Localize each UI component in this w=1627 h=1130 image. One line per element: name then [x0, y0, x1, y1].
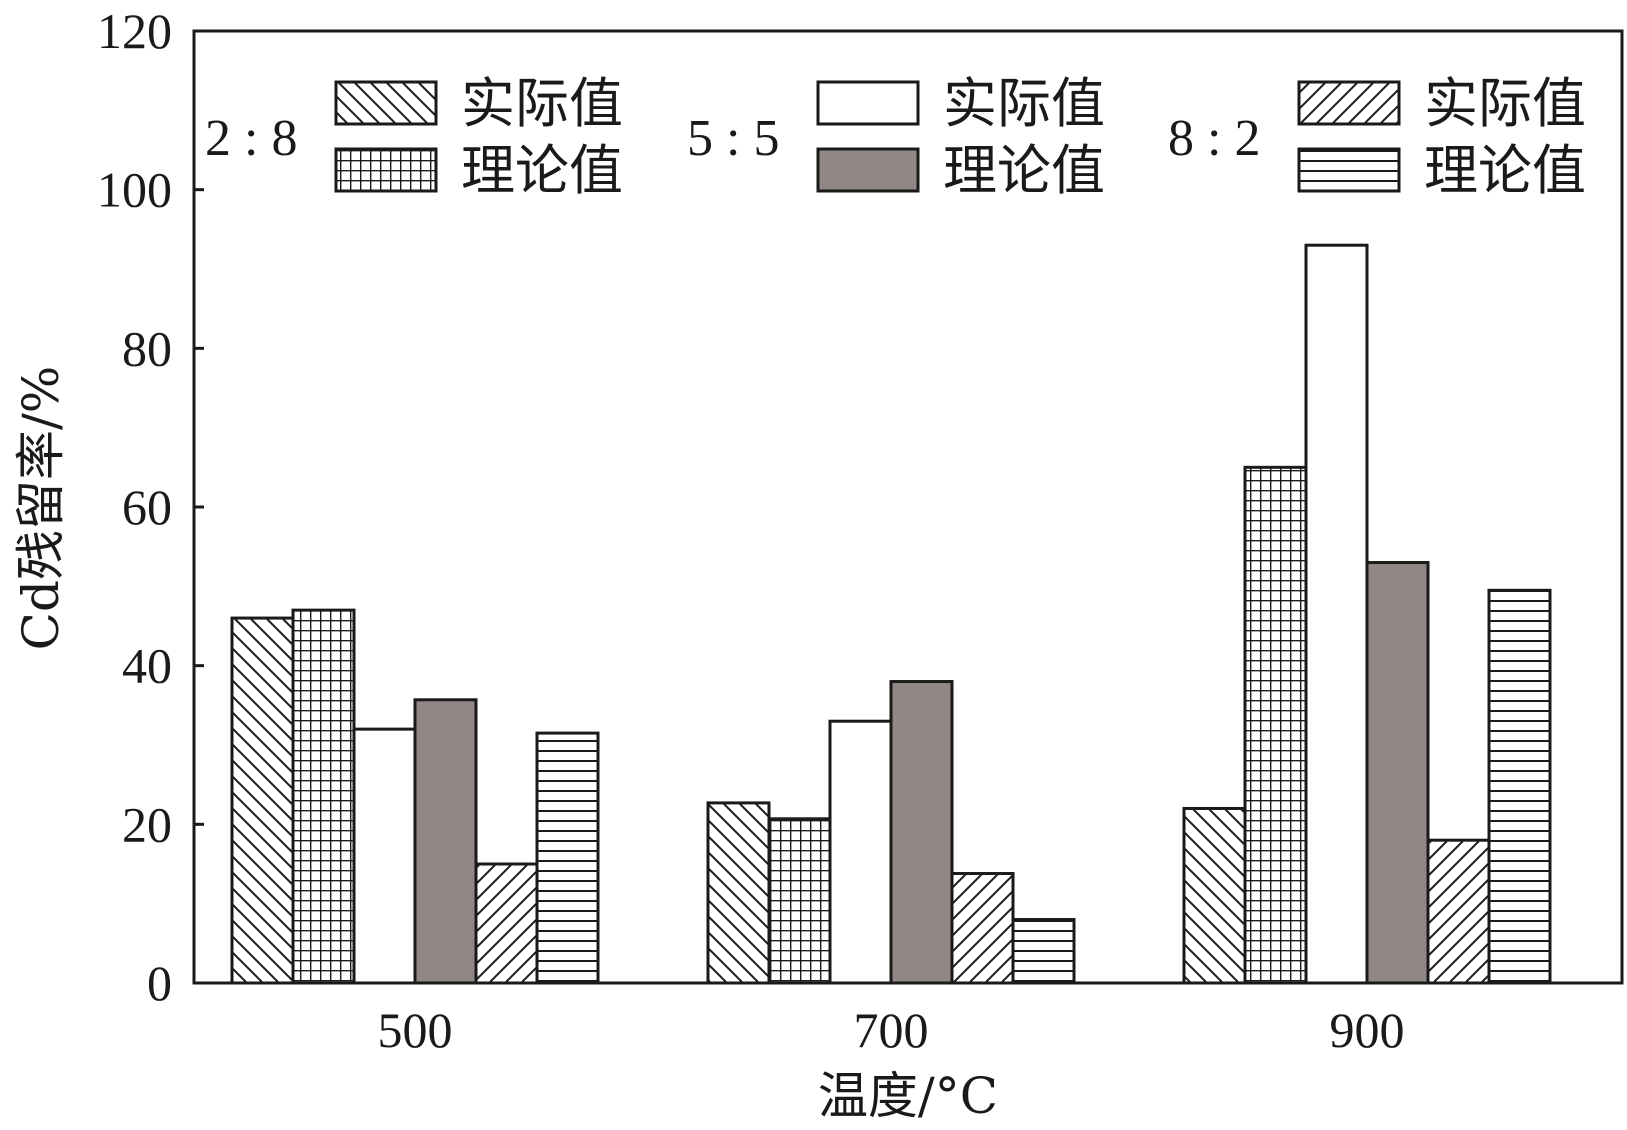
bar-700-1: [767, 817, 832, 985]
bar-900-4: [1426, 838, 1491, 985]
bar-700-5: [1011, 918, 1076, 985]
bar-500-5: [535, 731, 600, 985]
bar-700-4: [950, 872, 1015, 985]
bar-700-3: [889, 680, 954, 985]
bar-900-5: [1487, 588, 1552, 985]
x-axis: 500 700 900: [378, 973, 1405, 1058]
bar-700-2: [828, 719, 893, 985]
y-axis-title: Cd残留率/%: [12, 366, 70, 651]
legend-swatch: [1297, 80, 1401, 126]
y-tick-label: 100: [97, 162, 172, 218]
bar-500-4: [474, 862, 539, 985]
y-axis: 0 20 40 60 80 100 120: [97, 3, 204, 1011]
legend-swatch: [334, 80, 438, 126]
x-tick-label: 500: [378, 1002, 453, 1058]
bar-900-2: [1304, 243, 1369, 985]
bar-500-3: [413, 698, 478, 985]
legend-label: 实际值: [1424, 72, 1586, 135]
legend-label: 实际值: [943, 72, 1105, 135]
bar-500-2: [352, 727, 417, 985]
y-tick-label: 120: [97, 3, 172, 59]
bar-900-0: [1182, 806, 1247, 985]
bar-900-3: [1365, 561, 1430, 985]
y-tick-label: 0: [147, 955, 172, 1011]
y-tick-label: 60: [122, 479, 172, 535]
legend-label: 实际值: [461, 72, 623, 135]
legend-label: 理论值: [1424, 139, 1586, 202]
legend-label: 理论值: [943, 139, 1105, 202]
legend-swatch: [1297, 147, 1401, 193]
legend-label: 理论值: [461, 139, 623, 202]
legend-swatch: [334, 147, 438, 193]
x-tick-label: 900: [1330, 1002, 1405, 1058]
bars: [230, 243, 1552, 985]
legend-ratio: 8 : 2: [1168, 110, 1260, 167]
y-tick-label: 20: [122, 796, 172, 852]
bar-700-0: [706, 801, 771, 985]
y-tick-label: 80: [122, 320, 172, 376]
bar-500-0: [230, 616, 295, 985]
bar-900-1: [1243, 465, 1308, 985]
x-tick-label: 700: [854, 1002, 929, 1058]
legend-ratio: 2 : 8: [205, 110, 297, 167]
x-axis-title: 温度/°C: [818, 1067, 998, 1125]
bar-500-1: [291, 608, 356, 985]
legend-ratio: 5 : 5: [687, 110, 779, 167]
legend-swatch: [816, 80, 920, 126]
y-tick-label: 40: [122, 638, 172, 694]
legend-swatch: [816, 147, 920, 193]
